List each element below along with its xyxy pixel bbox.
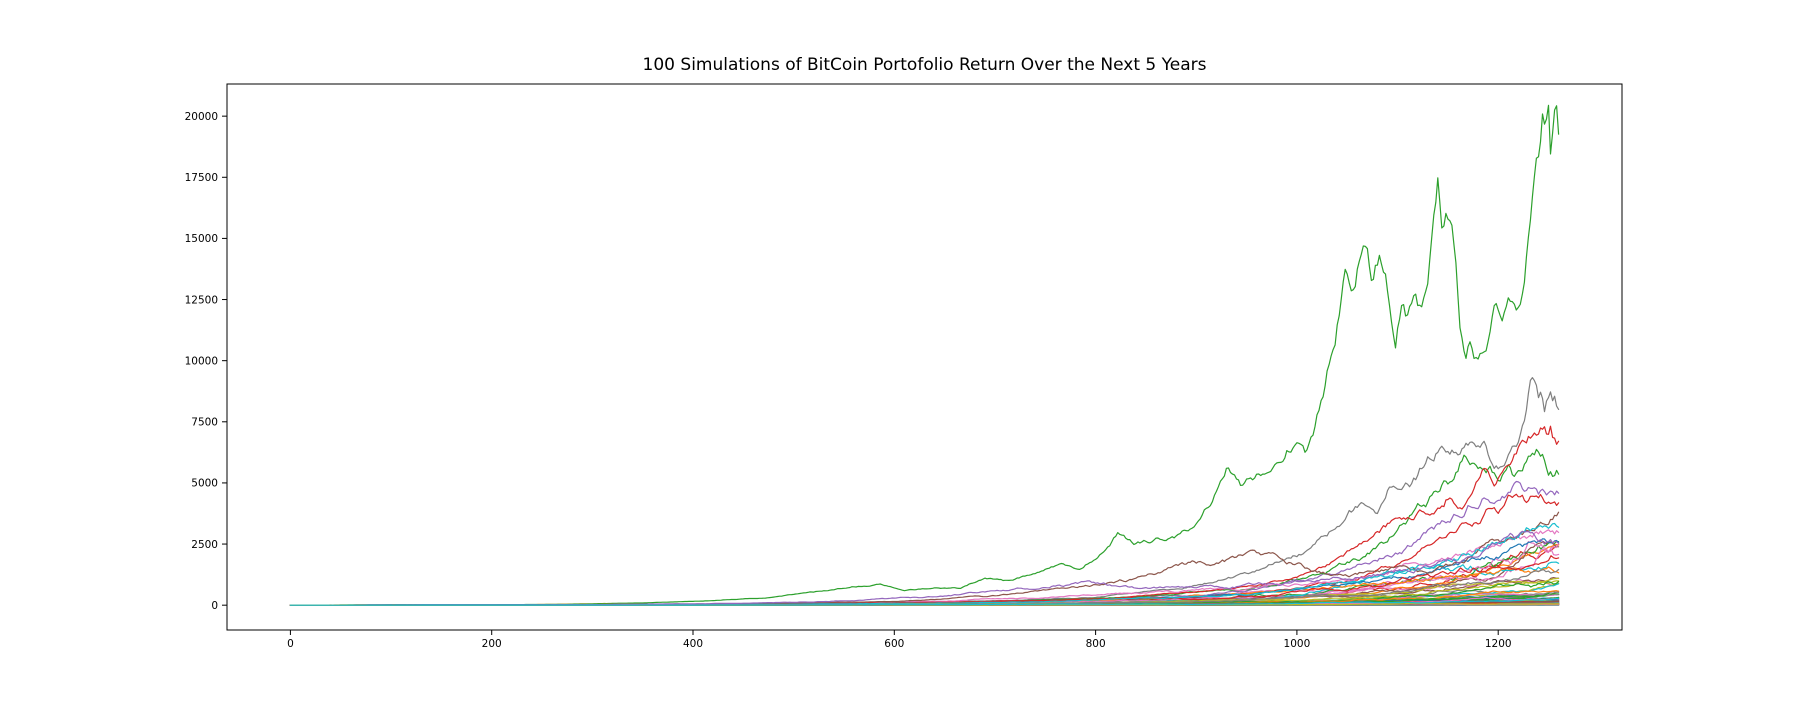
plot-spines (226, 83, 1623, 631)
y-tick-label: 17500 (185, 172, 218, 184)
simulation-line-brown-bump (289, 511, 1560, 606)
y-tick-label: 10000 (185, 355, 218, 367)
x-tick-label: 800 (1086, 638, 1106, 650)
simulation-line-purple-high (289, 480, 1560, 606)
x-tick-label: 600 (884, 638, 904, 650)
y-tick-label: 0 (211, 600, 218, 612)
x-tick-label: 1000 (1284, 638, 1311, 650)
simulation-line (289, 597, 1560, 606)
chart-title: 100 Simulations of BitCoin Portofolio Re… (643, 55, 1207, 75)
y-tick-label: 7500 (191, 417, 218, 429)
simulation-line-dominant-green (289, 104, 1560, 606)
x-tick-label: 400 (683, 638, 703, 650)
y-tick-label: 20000 (185, 111, 218, 123)
x-tick-label: 1200 (1485, 638, 1512, 650)
y-tick-label: 5000 (191, 478, 218, 490)
y-tick-label: 15000 (185, 233, 218, 245)
y-tick-label: 12500 (185, 294, 218, 306)
x-tick-label: 200 (482, 638, 502, 650)
x-tick-label: 0 (287, 638, 294, 650)
y-tick-label: 2500 (191, 539, 218, 551)
axes-group: 0 200 400 600 800 1000 1200 0 2500 5000 7500 10000 1… (185, 83, 1623, 650)
simulation-lines-group (289, 104, 1560, 606)
